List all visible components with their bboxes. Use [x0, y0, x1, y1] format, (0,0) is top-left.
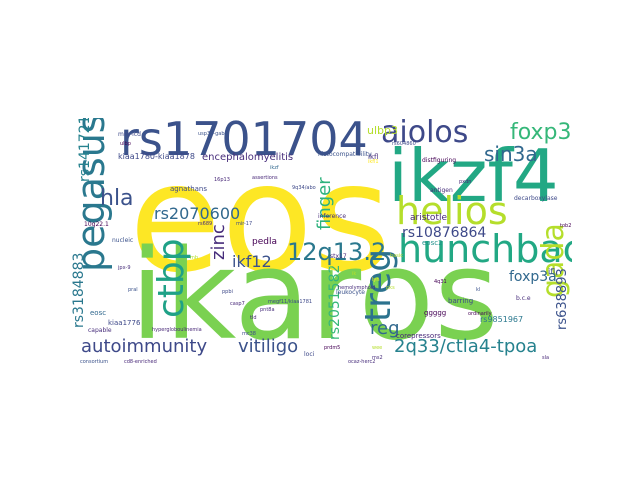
word-fk: fk	[328, 265, 333, 271]
word-rs9851967: rs9851967	[480, 315, 524, 324]
word-lyn: lyn	[372, 277, 380, 283]
word-eosc: eosc	[90, 309, 107, 317]
word-vitiligo: vitiligo	[238, 336, 299, 357]
word-ppbi: ppbi	[222, 289, 233, 295]
word-jpx-9: jpx-9	[118, 265, 131, 271]
word-rs604860: rs604860	[392, 141, 416, 147]
word-kiaa1780: kiaa1780-kiaa1878	[118, 152, 195, 161]
word-foxp3a: foxp3a	[509, 269, 557, 285]
word-12q13: 12q13.2	[287, 238, 387, 266]
word-rs1417210: rs1417210	[77, 118, 93, 182]
word-agnathans: agnathans	[170, 185, 208, 193]
word-ulbp3: ulbp3	[367, 124, 398, 137]
word-ocaz-herc2: ocaz-herc2	[348, 359, 376, 365]
word-tld: tld	[250, 315, 257, 321]
word-capable: capable	[88, 327, 112, 334]
word-csi: csi	[344, 221, 351, 227]
word-aiolos: aiolos	[381, 118, 469, 150]
word-reg: reg	[370, 318, 400, 339]
word-rs689: rs689	[198, 221, 213, 227]
word-assertions: assertions	[252, 175, 278, 181]
word-megf11: megf11/kiaa1781	[268, 299, 313, 305]
word-ik: ik	[352, 271, 357, 277]
word-ggggg: ggggg	[424, 309, 447, 317]
word-pxdn: pxdn	[459, 179, 472, 185]
word-hypergloboulinemia: hypergloboulinemia	[152, 327, 202, 333]
word-ikf12: ikf12	[232, 252, 272, 271]
word-encephalomyelitis: encephalomyelitis	[202, 152, 294, 163]
word-rs2051582: rs2051582	[327, 264, 343, 340]
word-rs1701704: rs1701704	[120, 118, 368, 166]
word-finger: finger	[314, 177, 335, 230]
word-corepressors: corepressors	[396, 332, 441, 340]
word-pral: pral	[128, 287, 138, 293]
word-decarboxylase: decarboxylase	[514, 195, 558, 202]
word-10q22: 10q22.1	[84, 221, 109, 228]
word-16p13: 16p13	[214, 177, 230, 183]
word-mir-17: mir-17	[236, 221, 253, 227]
word-usp30-gab1: usp30-gab1	[198, 131, 228, 137]
word-hla: hla	[100, 186, 134, 211]
word-ordinarily: ordinarily	[468, 311, 492, 317]
word-ctbp: ctbp	[151, 238, 192, 318]
word-mrg-icd: mrg-icd	[118, 131, 141, 138]
word-pks: pks	[386, 285, 395, 291]
word-autoimmunity: autoimmunity	[81, 336, 208, 357]
word-9q34: 9q34/abo	[292, 185, 316, 191]
word-2q33: 2q33/ctla4-tpoa	[394, 336, 538, 357]
word-antigen: antigen	[430, 187, 453, 194]
word-ikaros: ikaros	[130, 224, 499, 368]
word-ikzf4: ikzf4	[388, 134, 559, 218]
word-ikzf: ikzf	[270, 165, 279, 171]
word-rs2070600: rs2070600	[154, 204, 241, 223]
word-nucleic: nucleic	[112, 237, 134, 244]
word-helios: helios	[396, 189, 508, 233]
word-aristotle: aristotle	[410, 213, 448, 223]
word-basic: basic	[390, 253, 403, 259]
word-ulbp: ulbp	[120, 141, 131, 147]
word-pedla: pedla	[252, 237, 277, 247]
word-inference: inference	[318, 213, 347, 220]
word-consortium: consortium	[80, 359, 109, 365]
word-ikfl: ikfl	[368, 153, 379, 161]
word-cd8-enriched: cd8-enriched	[124, 359, 157, 365]
word-foxp3: foxp3	[510, 120, 572, 145]
word-kl: kl	[476, 287, 481, 293]
word-ifl: ifl	[548, 267, 556, 276]
word-eos: eos	[129, 132, 392, 306]
word-rs10876864: rs10876864	[402, 225, 487, 241]
word-b-c-e: b.c.e	[516, 295, 531, 302]
word-barring: barring	[448, 297, 474, 305]
word-tob2: tob2	[560, 223, 572, 229]
word-ms2: ms2	[372, 355, 383, 361]
word-kiaa1776: kiaa1776	[108, 319, 141, 327]
word-ikfl1: ikfl1	[368, 159, 379, 165]
word-mc38: mc38	[242, 331, 256, 337]
word-cloud: eos ikaros ikzf4 rs1701704 hunchback peg…	[72, 118, 572, 368]
word-4q31: 4q31	[434, 279, 447, 285]
word-pnt8a: pnt8a	[260, 307, 275, 313]
word-hemolymphoid: hemolymphoid	[338, 285, 376, 291]
word-sin3a: sin3a	[484, 142, 538, 166]
word-eosc2: eosc2	[422, 239, 443, 247]
word-casp7: casp7	[230, 301, 245, 307]
word-loci: loci	[304, 351, 315, 358]
word-rs638893: rs638893	[555, 268, 570, 330]
word-hunchback: hunchback	[398, 227, 572, 271]
word-zinc: zinc	[208, 224, 229, 260]
word-rs3184883: rs3184883	[72, 252, 87, 328]
word-mb: mb	[190, 255, 199, 261]
word-histocompatibility: histocompatibility	[318, 151, 372, 158]
word-leukocyte: leukocyte	[336, 289, 365, 296]
word-sla: sla	[542, 355, 550, 361]
word-distfiguring: distfiguring	[422, 157, 457, 164]
word-stx17: stx17	[330, 253, 347, 260]
word-prdm5: prdm5	[324, 345, 341, 351]
word-wee: wee	[372, 345, 383, 351]
